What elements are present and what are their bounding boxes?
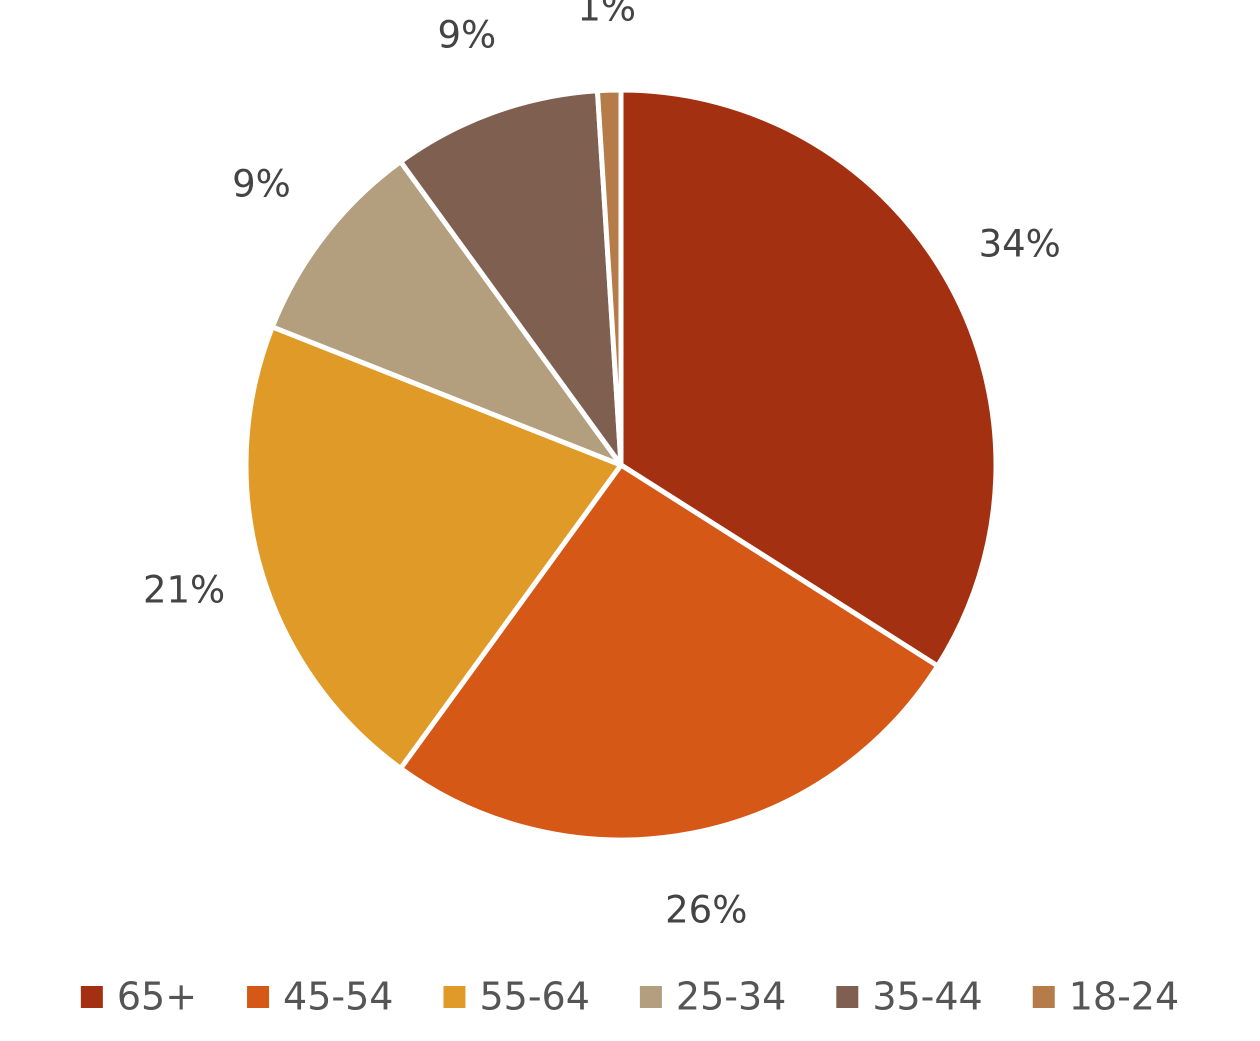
pie-slice	[269, 159, 624, 468]
data-label: 26%	[665, 888, 747, 931]
legend-label: 45-54	[283, 975, 393, 1019]
pie-slice	[398, 462, 941, 843]
data-label: 1%	[577, 0, 636, 30]
pie-slice	[594, 87, 624, 468]
legend-swatch	[836, 986, 859, 1008]
data-label: 9%	[232, 163, 291, 206]
data-label: 21%	[143, 568, 225, 611]
legend-swatch	[443, 986, 466, 1008]
legend-swatch	[247, 986, 270, 1008]
legend-label: 18-24	[1069, 975, 1179, 1019]
pie-slice	[398, 88, 624, 468]
legend-swatch	[639, 986, 662, 1008]
legend: 65+ 45-54 55-64 25-34 35-44 18-24	[80, 975, 1179, 1019]
data-label: 34%	[979, 222, 1061, 265]
legend-swatch	[1032, 986, 1055, 1008]
pie-slice	[243, 324, 624, 771]
legend-label: 65+	[117, 975, 197, 1019]
legend-swatch	[80, 986, 103, 1008]
legend-label: 55-64	[479, 975, 589, 1019]
legend-label: 35-44	[872, 975, 982, 1019]
data-label: 9%	[438, 13, 497, 56]
legend-label: 25-34	[676, 975, 786, 1019]
